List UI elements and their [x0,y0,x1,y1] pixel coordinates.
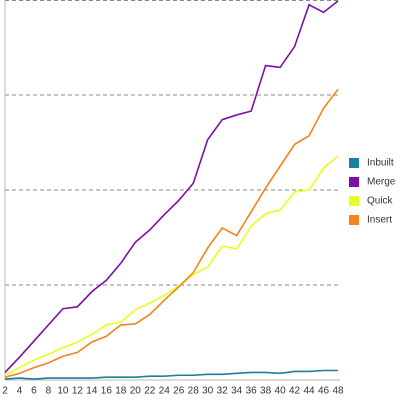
legend-swatch [349,215,359,225]
legend-swatch [349,158,359,168]
x-tick-label: 12 [72,386,84,397]
x-tick-label: 36 [246,386,258,397]
x-tick-label: 44 [303,386,315,397]
x-tick-label: 40 [275,386,287,397]
legend-label: Quick [367,196,394,207]
legend-label: Insert [367,215,392,226]
x-tick-label: 10 [57,386,69,397]
x-tick-label: 30 [202,386,214,397]
legend-label: Merge [367,177,396,188]
x-tick-label: 2 [2,386,8,397]
x-tick-label: 42 [289,386,301,397]
x-tick-label: 20 [130,386,142,397]
line-series [4,369,338,380]
legend-swatch [349,177,359,187]
x-tick-label: 38 [260,386,272,397]
x-tick-label: 22 [144,386,156,397]
x-tick-label: 8 [46,386,52,397]
x-tick-label: 14 [86,386,98,397]
x-tick-label: 48 [332,386,344,397]
x-tick-label: 24 [159,386,171,397]
x-tick-label: 18 [115,386,127,397]
x-tick-label: 16 [101,386,113,397]
x-tick-label: 26 [173,386,185,397]
x-tick-label: 28 [188,386,200,397]
x-tick-label: 34 [231,386,243,397]
line-series [4,88,339,378]
x-tick-label: 6 [31,386,37,397]
legend-swatch [349,196,359,206]
x-tick-label: 4 [17,386,23,397]
legend-label: Inbuilt [367,158,394,169]
line-series [4,155,339,376]
x-tick-label: 46 [318,386,330,397]
x-tick-label: 32 [217,386,229,397]
line-series [4,0,339,373]
